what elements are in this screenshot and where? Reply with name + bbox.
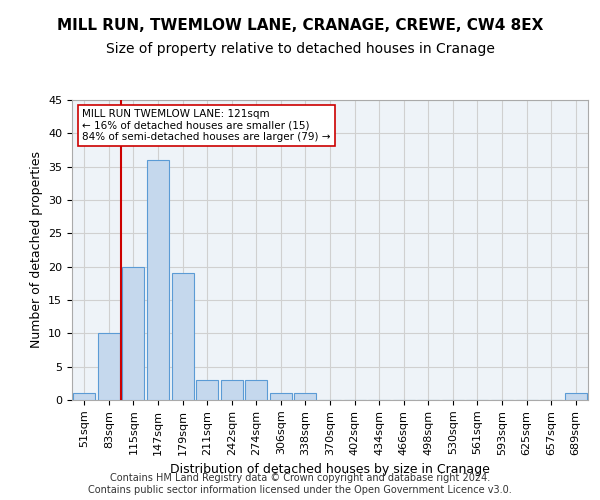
Text: MILL RUN TWEMLOW LANE: 121sqm
← 16% of detached houses are smaller (15)
84% of s: MILL RUN TWEMLOW LANE: 121sqm ← 16% of d… [82, 109, 331, 142]
X-axis label: Distribution of detached houses by size in Cranage: Distribution of detached houses by size … [170, 463, 490, 476]
Bar [565, 394, 587, 400]
Text: Contains HM Land Registry data © Crown copyright and database right 2024.
Contai: Contains HM Land Registry data © Crown c… [88, 474, 512, 495]
Bar [147, 160, 169, 400]
Text: MILL RUN, TWEMLOW LANE, CRANAGE, CREWE, CW4 8EX: MILL RUN, TWEMLOW LANE, CRANAGE, CREWE, … [57, 18, 543, 32]
Bar [245, 380, 268, 400]
Bar [295, 394, 316, 400]
Bar [73, 394, 95, 400]
Bar [122, 266, 145, 400]
Bar [196, 380, 218, 400]
Y-axis label: Number of detached properties: Number of detached properties [29, 152, 43, 348]
Bar [98, 334, 120, 400]
Bar [221, 380, 243, 400]
Bar [172, 274, 194, 400]
Text: Size of property relative to detached houses in Cranage: Size of property relative to detached ho… [106, 42, 494, 56]
Bar [270, 394, 292, 400]
